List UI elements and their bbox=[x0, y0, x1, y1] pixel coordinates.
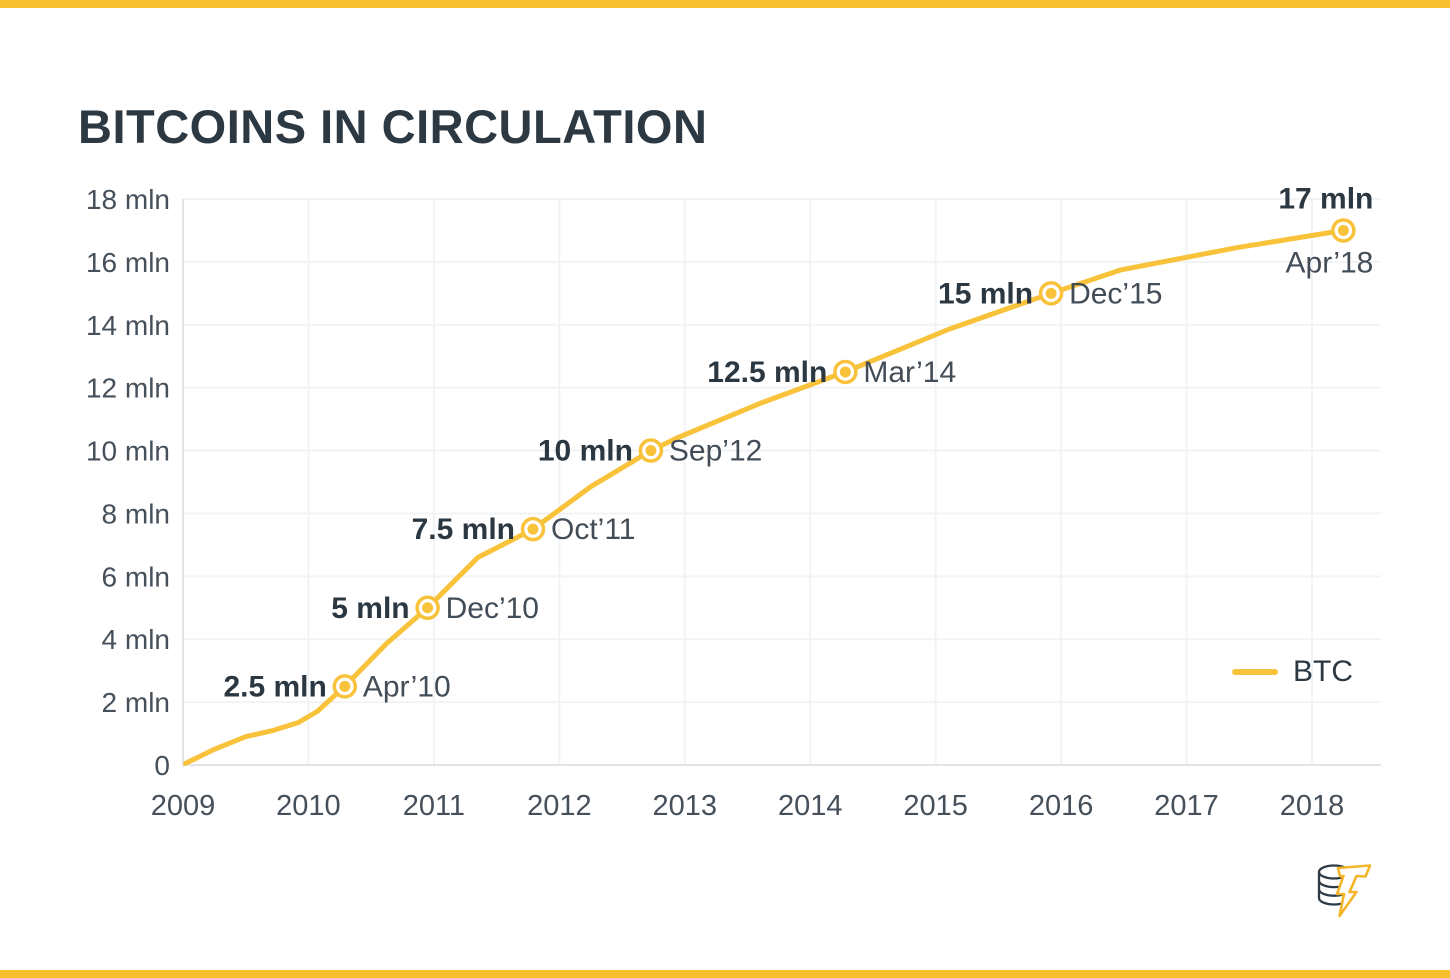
milestone-value-label: 10 mln bbox=[538, 435, 633, 468]
x-tick-label: 2017 bbox=[1154, 790, 1219, 822]
y-tick-label: 6 mln bbox=[102, 561, 170, 592]
y-tick-label: 10 mln bbox=[86, 436, 170, 467]
x-tick-label: 2014 bbox=[778, 790, 843, 822]
y-tick-label: 16 mln bbox=[86, 247, 170, 278]
milestone-date-label: Sep’12 bbox=[669, 435, 762, 468]
x-tick-label: 2009 bbox=[151, 790, 216, 822]
y-tick-label: 14 mln bbox=[86, 310, 170, 341]
y-tick-label: 18 mln bbox=[86, 184, 170, 215]
page-title: BITCOINS IN CIRCULATION bbox=[78, 100, 708, 154]
milestone-value-label: 12.5 mln bbox=[707, 356, 827, 389]
lightning-bolt-icon bbox=[1335, 864, 1372, 918]
top-accent-bar bbox=[0, 0, 1450, 8]
x-tick-label: 2013 bbox=[653, 790, 718, 822]
bottom-accent-bar bbox=[0, 970, 1450, 978]
milestone-value-label: 5 mln bbox=[331, 592, 409, 625]
milestone-marker-core bbox=[1337, 224, 1349, 236]
milestone-marker-core bbox=[839, 366, 851, 378]
y-tick-label: 2 mln bbox=[102, 687, 170, 718]
legend-label: BTC bbox=[1293, 655, 1353, 688]
x-tick-label: 2018 bbox=[1280, 790, 1345, 822]
milestone-value-label: 2.5 mln bbox=[223, 670, 326, 703]
milestone-marker-core bbox=[339, 680, 351, 692]
y-tick-label: 12 mln bbox=[86, 373, 170, 404]
y-tick-label: 4 mln bbox=[102, 624, 170, 655]
milestone-marker-core bbox=[422, 602, 434, 614]
milestone-date-label: Apr’18 bbox=[1286, 246, 1374, 279]
y-tick-label: 0 bbox=[154, 750, 170, 781]
milestone-marker-core bbox=[645, 445, 657, 457]
milestone-marker-core bbox=[527, 523, 539, 535]
milestone-marker-core bbox=[1045, 287, 1057, 299]
y-tick-label: 8 mln bbox=[102, 498, 170, 529]
legend-item-btc[interactable]: BTC bbox=[1232, 652, 1353, 692]
btc-line-swatch bbox=[1232, 669, 1278, 675]
x-tick-label: 2010 bbox=[276, 790, 341, 822]
milestone-value-label: 7.5 mln bbox=[412, 513, 515, 546]
btc-series-line bbox=[183, 227, 1346, 766]
milestone-date-label: Dec’15 bbox=[1069, 277, 1162, 310]
milestone-value-label: 17 mln bbox=[1278, 182, 1373, 215]
x-tick-label: 2012 bbox=[527, 790, 592, 822]
coin-lightning-logo bbox=[1317, 864, 1372, 918]
milestone-date-label: Apr’10 bbox=[363, 670, 451, 703]
x-tick-label: 2016 bbox=[1029, 790, 1094, 822]
milestone-date-label: Dec’10 bbox=[446, 592, 539, 625]
x-tick-label: 2015 bbox=[903, 790, 968, 822]
x-tick-label: 2011 bbox=[403, 790, 465, 822]
milestone-value-label: 15 mln bbox=[938, 277, 1033, 310]
milestone-date-label: Mar’14 bbox=[863, 356, 956, 389]
milestone-date-label: Oct’11 bbox=[551, 513, 635, 546]
